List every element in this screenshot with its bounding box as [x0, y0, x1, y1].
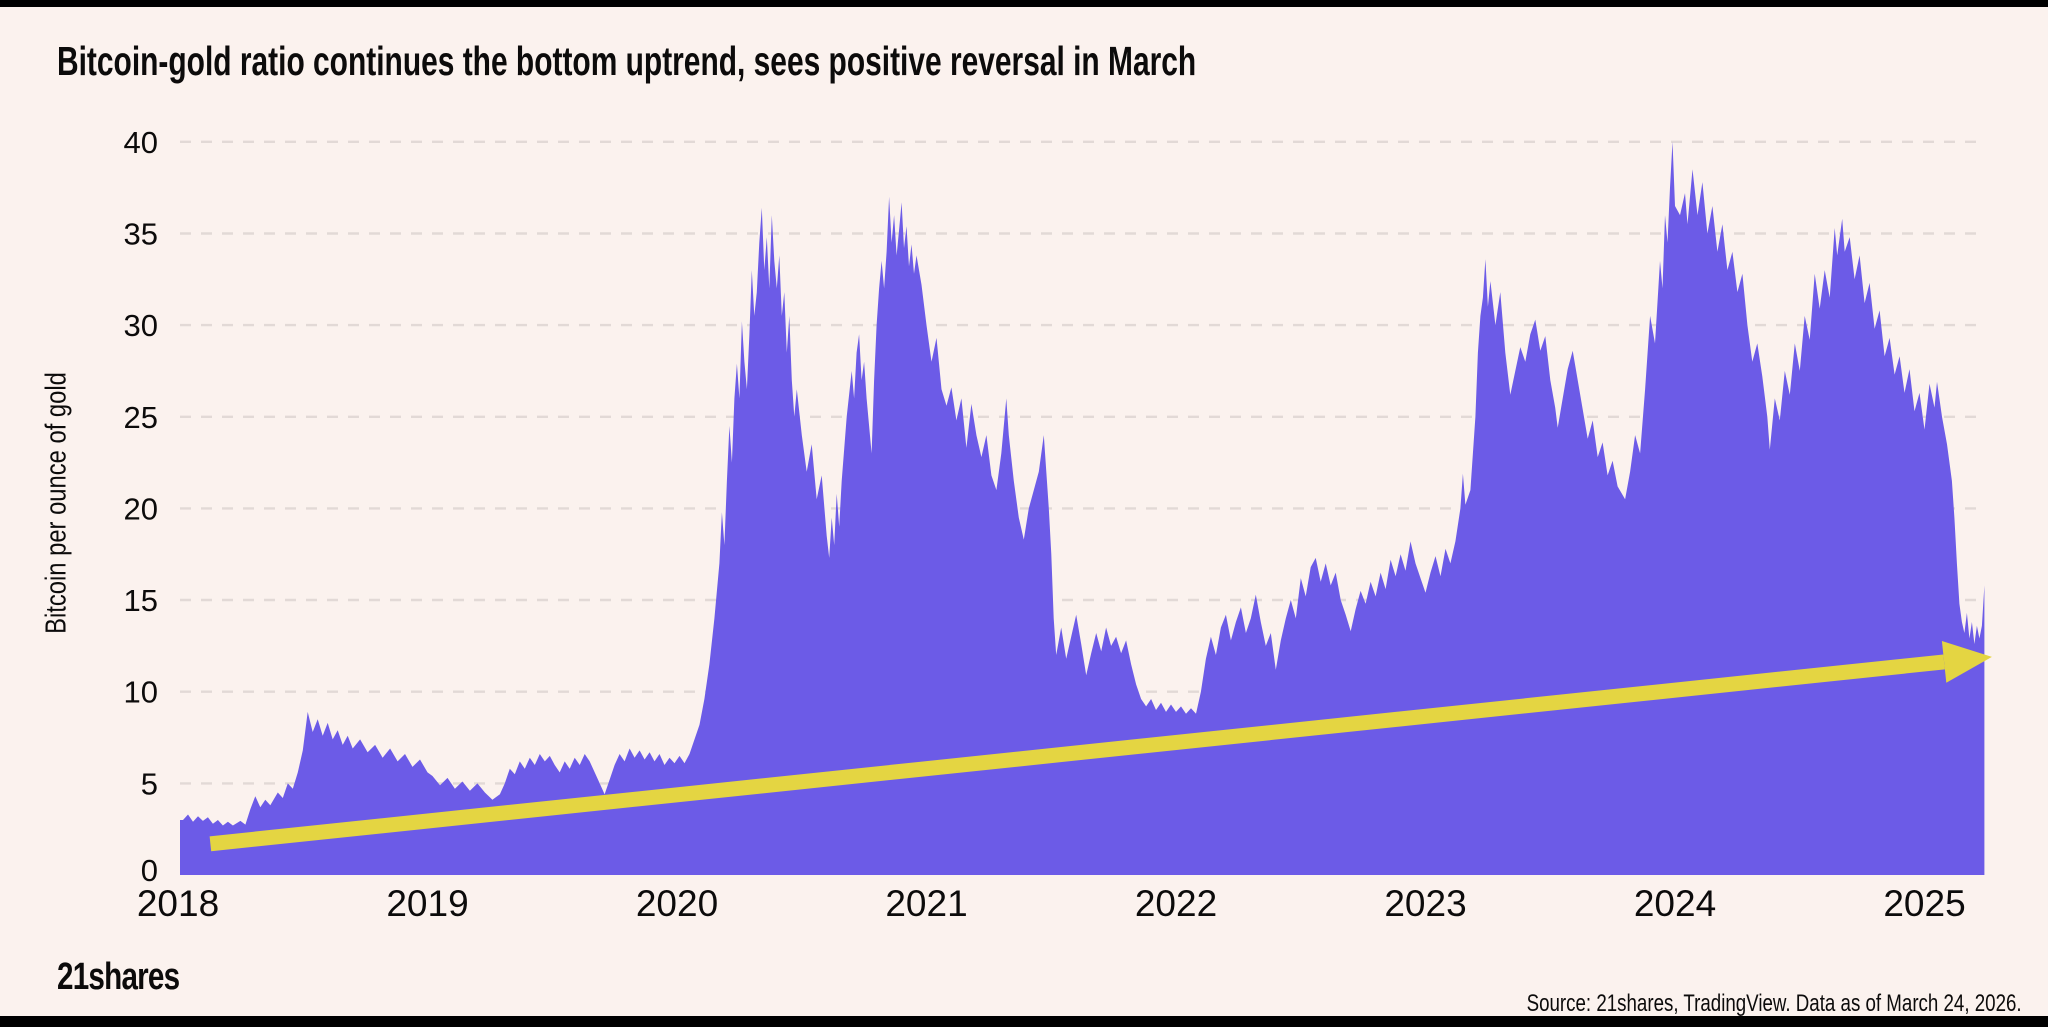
y-tick-label: 10 — [124, 675, 158, 710]
x-tick-label: 2020 — [636, 883, 718, 924]
x-tick-label: 2022 — [1135, 883, 1217, 924]
x-tick-label: 2018 — [137, 883, 219, 924]
y-tick-label: 0 — [141, 853, 158, 888]
y-tick-label: 15 — [124, 583, 158, 618]
top-border-bar — [0, 0, 2048, 7]
x-tick-label: 2025 — [1883, 883, 1965, 924]
y-tick-label: 30 — [124, 308, 158, 343]
y-tick-label: 25 — [124, 400, 158, 435]
brand-logo: 21shares — [57, 956, 180, 998]
x-tick-label: 2024 — [1634, 883, 1716, 924]
source-note: Source: 21shares, TradingView. Data as o… — [1527, 990, 2022, 1017]
page-title: Bitcoin-gold ratio continues the bottom … — [57, 38, 1197, 84]
x-tick-label: 2021 — [885, 883, 967, 924]
x-tick-label: 2019 — [386, 883, 468, 924]
x-tick-label: 2023 — [1384, 883, 1466, 924]
ratio-area — [180, 141, 1985, 876]
bottom-border-bar — [0, 1016, 2048, 1027]
y-axis-label: Bitcoin per ounce of gold — [40, 372, 73, 634]
y-tick-label: 20 — [124, 491, 158, 526]
trend-arrowhead — [1941, 641, 1992, 683]
y-tick-label: 40 — [124, 125, 158, 160]
y-tick-label: 35 — [124, 217, 158, 252]
trend-arrow — [209, 641, 1992, 852]
y-tick-label: 5 — [141, 766, 158, 801]
